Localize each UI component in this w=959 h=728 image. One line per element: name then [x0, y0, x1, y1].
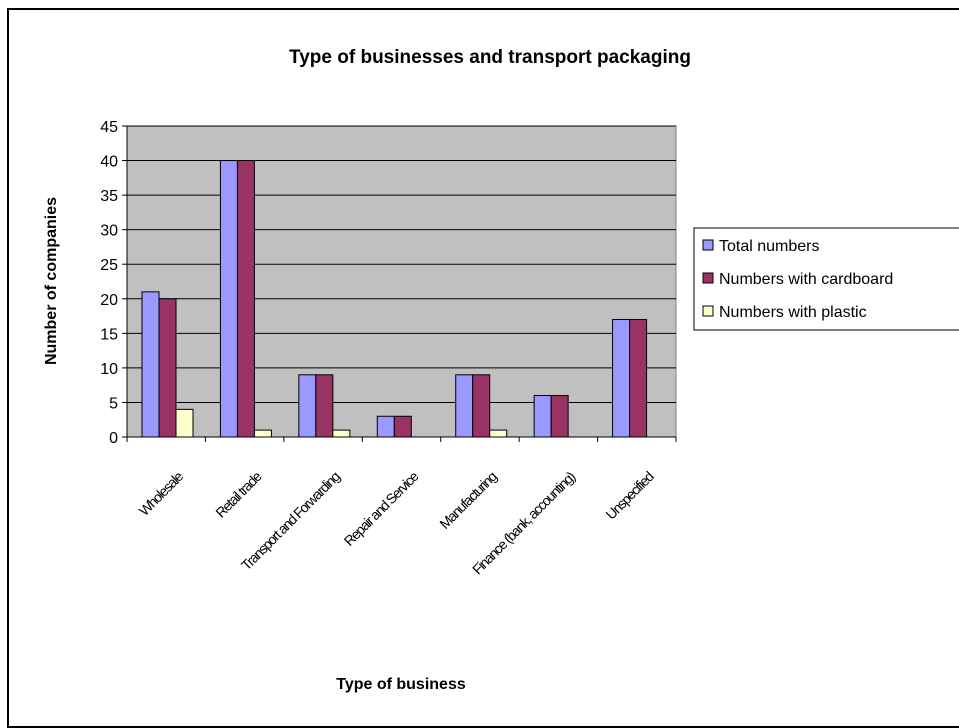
bar — [175, 408, 194, 438]
y-ticks: 0 5 10 15 20 25 30 35 40 45 — [100, 119, 127, 447]
y-tick-label: 10 — [100, 361, 118, 378]
legend-swatch — [702, 305, 714, 317]
y-tick-label: 20 — [100, 292, 118, 309]
y-tick-label: 25 — [100, 257, 118, 274]
legend-label: Total numbers — [719, 238, 820, 255]
bar — [550, 395, 569, 438]
bar — [472, 374, 491, 438]
x-category-label: Unspecified — [602, 469, 656, 523]
bar — [141, 291, 160, 438]
legend: Total numbers Numbers with cardboard Numbe… — [693, 227, 959, 331]
y-tick-label: 45 — [100, 119, 118, 136]
legend-swatch — [702, 239, 714, 251]
bar — [612, 319, 631, 438]
y-tick-label: 0 — [109, 430, 118, 447]
y-tick-label: 30 — [100, 223, 118, 240]
chart: Type of businesses and transport packagi… — [43, 47, 959, 693]
y-axis-label: Number of companies — [43, 197, 60, 365]
bar — [219, 160, 238, 438]
chart-title: Type of businesses and transport packagi… — [289, 47, 691, 68]
legend-box — [693, 227, 959, 331]
bar — [298, 374, 317, 438]
legend-label: Numbers with cardboard — [719, 271, 893, 288]
bar — [236, 160, 255, 438]
y-tick-label: 35 — [100, 188, 118, 205]
x-category-label: Repair and Service — [341, 468, 422, 549]
bar — [376, 415, 395, 438]
x-category-label: Manufacturing — [436, 469, 499, 532]
bar — [629, 319, 648, 438]
plot-area — [126, 125, 677, 438]
axes — [126, 126, 676, 438]
legend-swatch — [702, 272, 714, 284]
y-tick-label: 5 — [109, 395, 118, 412]
bar — [489, 429, 508, 438]
bar — [533, 395, 552, 438]
bar — [253, 429, 272, 438]
bar — [315, 374, 334, 438]
bar — [158, 298, 177, 438]
bar — [455, 374, 474, 438]
y-tick-label: 15 — [100, 326, 118, 343]
bar — [332, 429, 351, 438]
legend-label: Numbers with plastic — [719, 304, 867, 321]
x-category-label: Wholesale — [136, 468, 187, 519]
x-category-label: Retail trade — [212, 468, 265, 521]
gridlines — [127, 125, 676, 403]
y-tick-label: 40 — [100, 154, 118, 171]
bars — [126, 160, 677, 442]
x-axis-label: Type of business — [336, 676, 466, 693]
bar — [393, 415, 412, 438]
